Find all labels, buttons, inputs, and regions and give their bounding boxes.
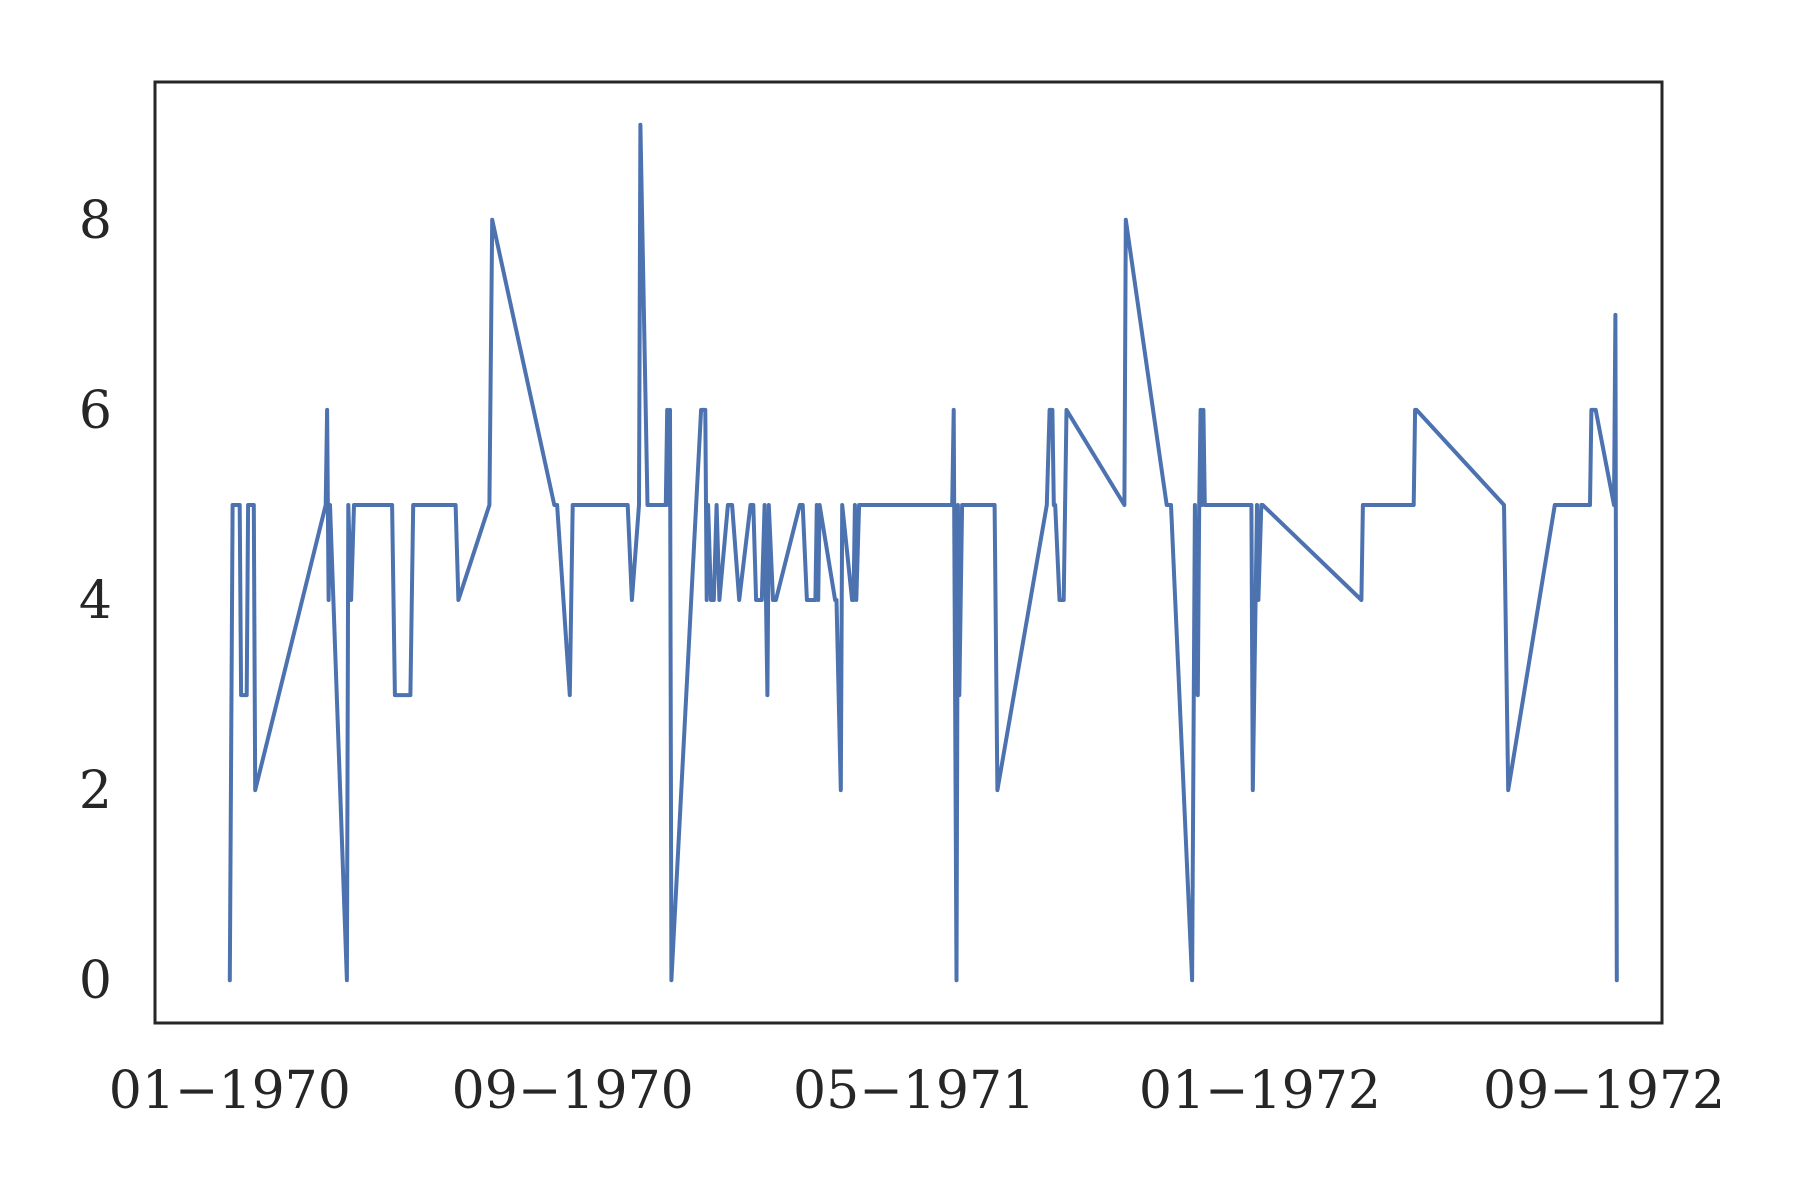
x-tick-label: 01−1972 xyxy=(1139,1061,1381,1121)
y-tick-label: 0 xyxy=(79,951,112,1011)
y-tick-label: 6 xyxy=(79,381,112,441)
x-tick-label: 01−1970 xyxy=(109,1061,351,1121)
y-axis-ticks: 0 2 4 6 8 xyxy=(79,191,112,1011)
y-tick-label: 8 xyxy=(79,191,112,251)
y-tick-label: 4 xyxy=(79,571,112,631)
series-layer xyxy=(227,122,1619,983)
x-axis-ticks: 01−1970 09−1970 05−1971 01−1972 09−1972 xyxy=(109,1061,1725,1121)
x-tick-label: 09−1970 xyxy=(452,1061,694,1121)
plot-frame xyxy=(153,80,1664,1025)
x-tick-label: 09−1972 xyxy=(1483,1061,1725,1121)
x-tick-label: 05−1971 xyxy=(793,1061,1035,1121)
series-line xyxy=(227,122,1619,983)
y-tick-label: 2 xyxy=(79,761,112,821)
